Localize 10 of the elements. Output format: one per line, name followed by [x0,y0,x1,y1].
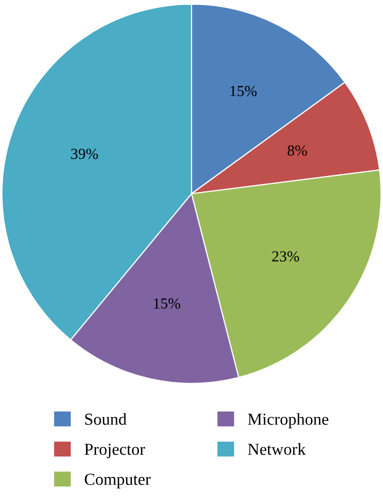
legend-label: Computer [84,474,151,488]
legend-label: Sound [85,413,127,425]
data-label: 23% [272,251,300,262]
legend-label: Microphone [248,413,328,428]
data-label: 15% [230,86,257,96]
legend-label: Projector [84,444,146,458]
data-label: 15% [154,298,180,309]
data-label: 8% [288,145,307,156]
legend-label: Network [248,443,306,455]
data-label: 39% [71,148,98,160]
